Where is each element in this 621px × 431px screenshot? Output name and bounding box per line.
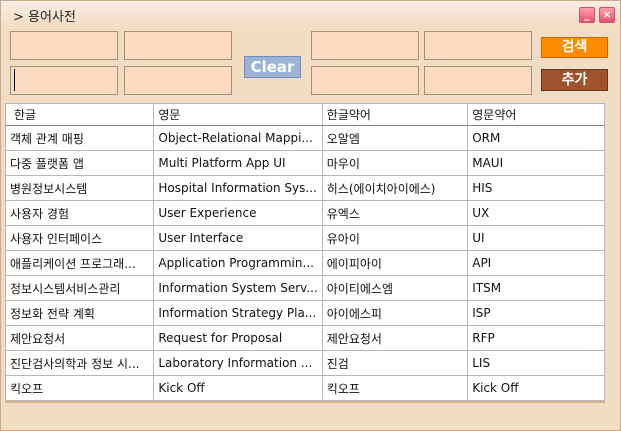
glossary-table: 한글 영문 한글약어 영문약어 객체 관계 매핑 Object-Relationa…	[4, 103, 605, 401]
cell-english[interactable]: Kick Off	[153, 375, 323, 401]
cell-english[interactable]: Laboratory Information ...	[153, 350, 323, 376]
cell-korean[interactable]: 킥오프	[4, 375, 155, 401]
table-row[interactable]: 사용자 경험 User Experience 유엑스 UX	[4, 200, 605, 226]
english-input-2[interactable]	[124, 66, 232, 95]
header-english-abbr[interactable]: 영문약어	[467, 103, 605, 126]
cell-english-abbr[interactable]: ITSM	[467, 275, 605, 301]
cell-english[interactable]: Information System Serv...	[153, 275, 323, 301]
add-button[interactable]: 추가	[541, 69, 608, 91]
cell-korean-abbr[interactable]: 히스(에이치아이에스)	[321, 175, 469, 201]
table-row[interactable]: 객체 관계 매핑 Object-Relational Mappi... 오알엠 ORM	[4, 125, 605, 151]
clear-button[interactable]: Clear	[244, 56, 301, 78]
cell-korean-abbr[interactable]: 오알엠	[321, 125, 469, 151]
window-title: > 용어사전	[13, 10, 76, 25]
cell-korean-abbr[interactable]: 에이피아이	[321, 250, 469, 276]
cell-english[interactable]: Request for Proposal	[153, 325, 323, 351]
cell-english[interactable]: Hospital Information Sys...	[153, 175, 323, 201]
cell-korean[interactable]: 다중 플랫폼 앱	[4, 150, 155, 176]
search-button[interactable]: 검색	[541, 37, 608, 58]
cell-english[interactable]: User Interface	[153, 225, 323, 251]
cell-korean-abbr[interactable]: 아이에스피	[321, 300, 469, 326]
cell-english-abbr[interactable]: ISP	[467, 300, 605, 326]
table-row[interactable]: 다중 플랫폼 앱 Multi Platform App UI 마우이 MAUI	[4, 150, 605, 176]
minimize-button[interactable]: _	[579, 7, 595, 23]
cell-korean[interactable]: 사용자 경험	[4, 200, 155, 226]
cell-english[interactable]: Object-Relational Mappi...	[153, 125, 323, 151]
glossary-grid-area[interactable]: 한글 영문 한글약어 영문약어 객체 관계 매핑 Object-Relationa…	[4, 103, 605, 403]
table-row[interactable]: 진단검사의학과 정보 시... Laboratory Information ..…	[4, 350, 605, 376]
cell-korean[interactable]: 제안요청서	[4, 325, 155, 351]
cell-english-abbr[interactable]: HIS	[467, 175, 605, 201]
close-button[interactable]: ×	[599, 7, 615, 23]
cell-korean-abbr[interactable]: 유아이	[321, 225, 469, 251]
header-korean[interactable]: 한글	[4, 103, 155, 126]
cell-english[interactable]: User Experience	[153, 200, 323, 226]
cell-english-abbr[interactable]: LIS	[467, 350, 605, 376]
cell-korean[interactable]: 정보시스템서비스관리	[4, 275, 155, 301]
table-row[interactable]: 제안요청서 Request for Proposal 제안요청서 RFP	[4, 325, 605, 351]
korean-abbr-input-2[interactable]	[311, 66, 419, 95]
table-row[interactable]: 병원정보시스템 Hospital Information Sys... 히스(에이치…	[4, 175, 605, 201]
table-row[interactable]: 사용자 인터페이스 User Interface 유아이 UI	[4, 225, 605, 251]
english-abbr-input[interactable]	[424, 31, 532, 60]
cell-english[interactable]: Information Strategy Pla...	[153, 300, 323, 326]
cell-english[interactable]: Application Programmin...	[153, 250, 323, 276]
table-row[interactable]: 킥오프 Kick Off 킥오프 Kick Off	[4, 375, 605, 401]
cell-english-abbr[interactable]: MAUI	[467, 150, 605, 176]
cell-korean-abbr[interactable]: 마우이	[321, 150, 469, 176]
cell-korean[interactable]: 진단검사의학과 정보 시...	[4, 350, 155, 376]
cell-english-abbr[interactable]: RFP	[467, 325, 605, 351]
cell-korean-abbr[interactable]: 유엑스	[321, 200, 469, 226]
english-input[interactable]	[124, 31, 232, 60]
cell-korean[interactable]: 사용자 인터페이스	[4, 225, 155, 251]
cell-english-abbr[interactable]: ORM	[467, 125, 605, 151]
cell-korean-abbr[interactable]: 아이티에스엠	[321, 275, 469, 301]
table-row[interactable]: 정보시스템서비스관리 Information System Serv... 아이티에…	[4, 275, 605, 301]
cell-korean-abbr[interactable]: 제안요청서	[321, 325, 469, 351]
cell-english-abbr[interactable]: API	[467, 250, 605, 276]
korean-input[interactable]	[10, 31, 118, 60]
cell-korean-abbr[interactable]: 진검	[321, 350, 469, 376]
cell-english-abbr[interactable]: UX	[467, 200, 605, 226]
table-header-row: 한글 영문 한글약어 영문약어	[4, 103, 605, 126]
title-bar: > 용어사전 _ ×	[1, 1, 620, 27]
cell-english-abbr[interactable]: Kick Off	[467, 375, 605, 401]
english-abbr-input-2[interactable]	[424, 66, 532, 95]
text-caret	[14, 69, 15, 91]
cell-korean[interactable]: 애플리케이션 프로그래...	[4, 250, 155, 276]
cell-korean[interactable]: 병원정보시스템	[4, 175, 155, 201]
cell-english-abbr[interactable]: UI	[467, 225, 605, 251]
korean-abbr-input[interactable]	[311, 31, 419, 60]
table-row[interactable]: 정보화 전략 계획 Information Strategy Pla... 아이에스…	[4, 300, 605, 326]
cell-korean[interactable]: 객체 관계 매핑	[4, 125, 155, 151]
cell-korean[interactable]: 정보화 전략 계획	[4, 300, 155, 326]
table-row[interactable]: 애플리케이션 프로그래... Application Programmin... 에…	[4, 250, 605, 276]
korean-input-2[interactable]	[10, 66, 118, 95]
cell-korean-abbr[interactable]: 킥오프	[321, 375, 469, 401]
header-english[interactable]: 영문	[153, 103, 323, 126]
header-korean-abbr[interactable]: 한글약어	[321, 103, 469, 126]
cell-english[interactable]: Multi Platform App UI	[153, 150, 323, 176]
